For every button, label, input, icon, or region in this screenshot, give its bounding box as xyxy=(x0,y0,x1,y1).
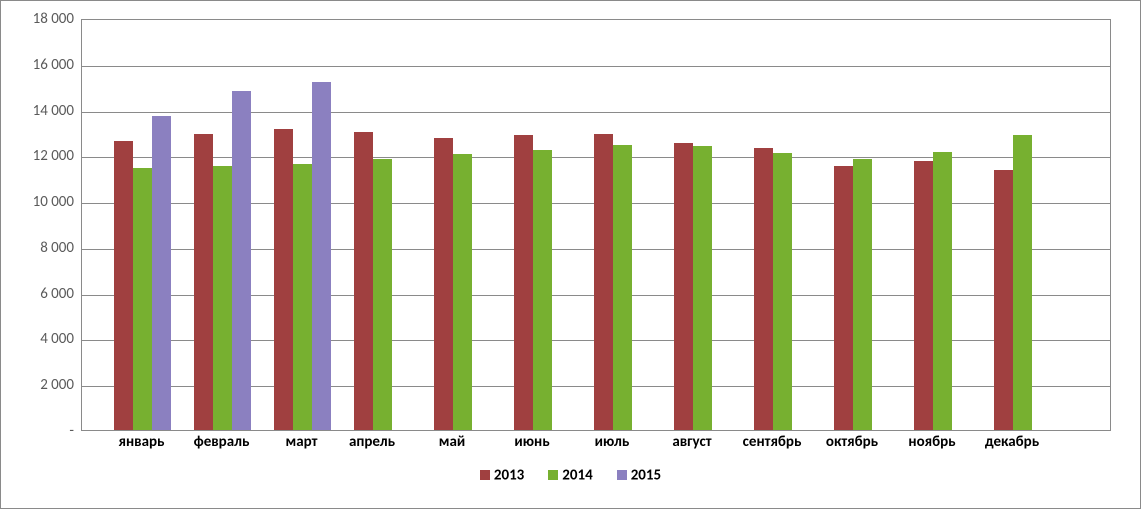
x-tick-label: октябрь xyxy=(826,433,878,451)
x-tick-label: апрель xyxy=(349,433,395,451)
bar xyxy=(194,134,213,430)
bar xyxy=(312,82,331,431)
bar xyxy=(373,159,392,430)
bar xyxy=(354,132,373,430)
bar xyxy=(594,134,613,430)
bar xyxy=(213,166,232,430)
bar xyxy=(434,138,453,430)
y-tick-label: 16 000 xyxy=(14,56,74,74)
legend-label: 2013 xyxy=(494,466,524,484)
bar xyxy=(613,145,632,430)
x-tick-label: март xyxy=(286,433,318,451)
legend-item: 2013 xyxy=(480,466,524,484)
x-tick-label: январь xyxy=(119,433,165,451)
x-tick-label: июль xyxy=(595,433,630,451)
x-tick-label: февраль xyxy=(194,433,250,451)
bar xyxy=(834,166,853,430)
x-tick-label: сентябрь xyxy=(743,433,802,451)
bar xyxy=(293,164,312,431)
y-tick-label: 18 000 xyxy=(14,10,74,28)
chart-container: - 2 000 4 000 6 000 8 000 10 000 12 000 14 000 1… xyxy=(0,0,1141,509)
y-tick-label: 8 000 xyxy=(14,239,74,257)
bar xyxy=(152,116,171,430)
bar xyxy=(533,150,552,430)
bar xyxy=(674,143,693,430)
y-tick-label: 4 000 xyxy=(14,330,74,348)
x-tick-label: июнь xyxy=(514,433,549,451)
x-tick-label: май xyxy=(439,433,465,451)
legend-swatch xyxy=(480,470,490,480)
plot-area xyxy=(81,19,1111,431)
y-tick-label: 10 000 xyxy=(14,193,74,211)
bar xyxy=(114,141,133,430)
legend-swatch xyxy=(617,470,627,480)
legend-item: 2015 xyxy=(617,466,661,484)
x-tick-label: декабрь xyxy=(985,433,1039,451)
bar xyxy=(514,135,533,430)
bars-layer xyxy=(82,20,1110,430)
y-tick-label: 14 000 xyxy=(14,102,74,120)
bar xyxy=(453,154,472,430)
legend-swatch xyxy=(548,470,558,480)
bar xyxy=(994,170,1013,430)
bar xyxy=(773,153,792,430)
bar xyxy=(693,146,712,430)
legend-label: 2015 xyxy=(631,466,661,484)
bar xyxy=(933,152,952,430)
y-tick-label: - xyxy=(14,422,74,440)
x-tick-label: август xyxy=(672,433,711,451)
bar xyxy=(232,91,251,430)
legend-label: 2014 xyxy=(562,466,592,484)
y-tick-label: 12 000 xyxy=(14,147,74,165)
legend: 2013 2014 2015 xyxy=(1,466,1140,484)
bar xyxy=(853,159,872,430)
bar xyxy=(274,129,293,430)
bar xyxy=(1013,135,1032,430)
bar xyxy=(914,161,933,430)
bar xyxy=(133,168,152,430)
y-tick-label: 6 000 xyxy=(14,285,74,303)
legend-item: 2014 xyxy=(548,466,592,484)
y-tick-label: 2 000 xyxy=(14,376,74,394)
x-tick-label: ноябрь xyxy=(908,433,955,451)
bar xyxy=(754,148,773,430)
